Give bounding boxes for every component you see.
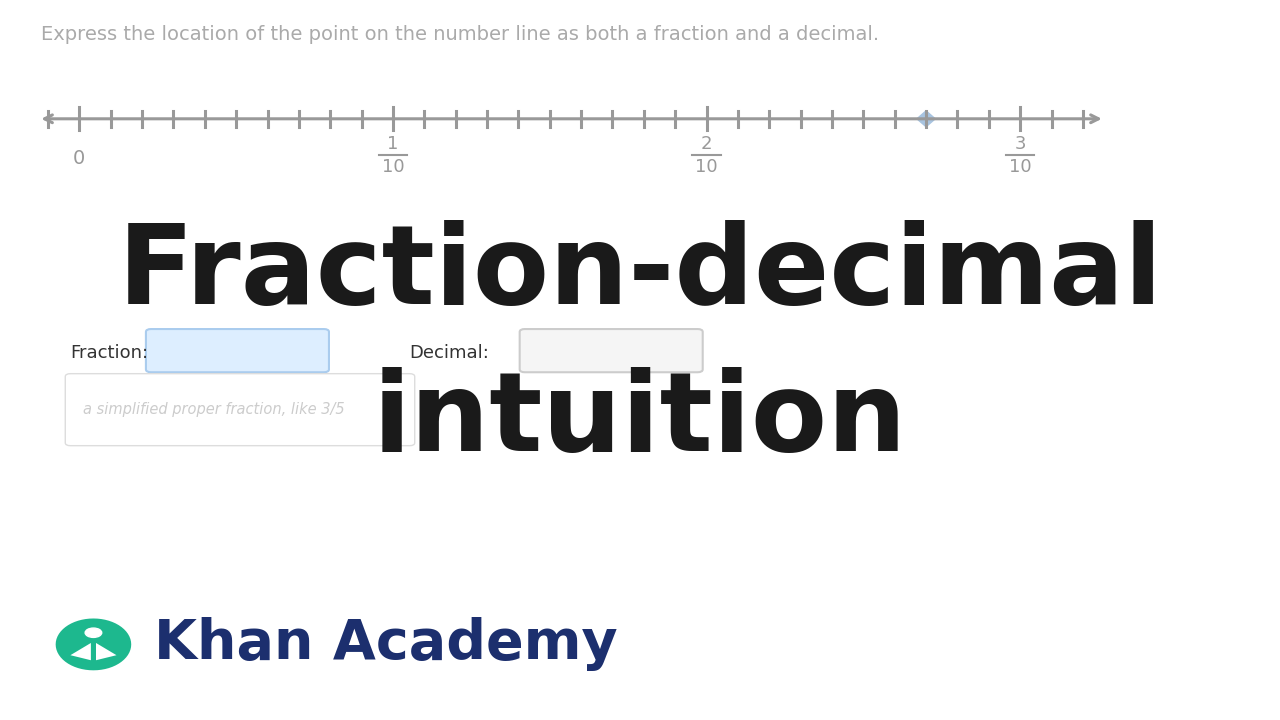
Text: Decimal:: Decimal:: [410, 344, 489, 361]
Text: Khan Academy: Khan Academy: [154, 617, 617, 671]
Text: 10: 10: [1009, 158, 1032, 176]
Polygon shape: [916, 111, 936, 127]
Text: 0: 0: [73, 149, 86, 168]
Text: 1: 1: [388, 135, 398, 153]
Text: Fraction-decimal: Fraction-decimal: [118, 220, 1162, 327]
Polygon shape: [96, 643, 116, 660]
Text: intuition: intuition: [372, 367, 908, 474]
Text: 10: 10: [695, 158, 718, 176]
Text: 10: 10: [381, 158, 404, 176]
FancyBboxPatch shape: [520, 329, 703, 372]
Polygon shape: [70, 643, 91, 660]
FancyBboxPatch shape: [65, 374, 415, 446]
Text: 2: 2: [701, 135, 712, 153]
Text: a simplified proper fraction, like 3/5: a simplified proper fraction, like 3/5: [83, 402, 344, 417]
Text: 3: 3: [1015, 135, 1025, 153]
Text: Fraction:: Fraction:: [70, 344, 148, 361]
Polygon shape: [55, 618, 132, 670]
Text: Express the location of the point on the number line as both a fraction and a de: Express the location of the point on the…: [41, 25, 879, 44]
FancyBboxPatch shape: [146, 329, 329, 372]
Circle shape: [86, 628, 101, 637]
